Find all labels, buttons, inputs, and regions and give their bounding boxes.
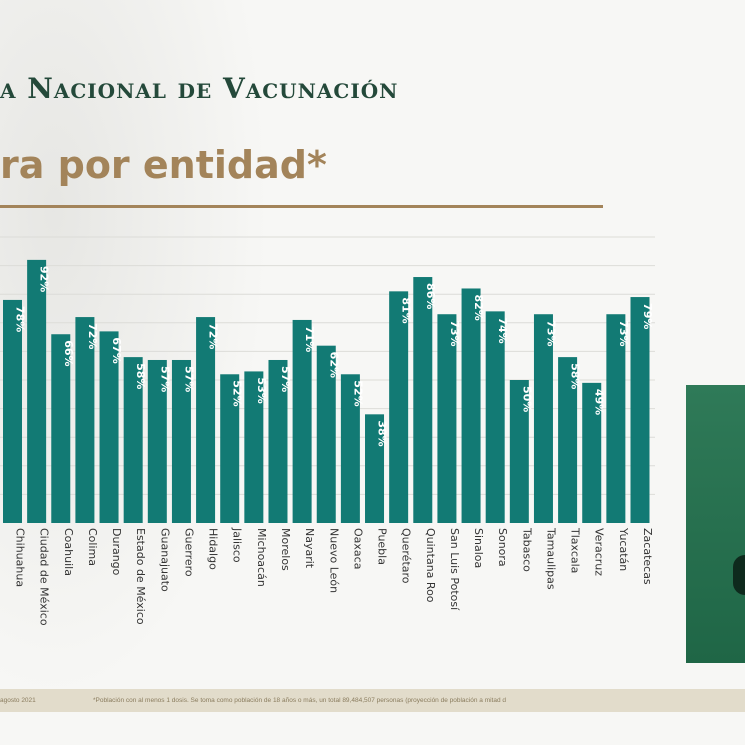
bar (316, 345, 336, 523)
data-label: 67% (110, 337, 123, 363)
bar (268, 359, 288, 523)
data-label: 53% (255, 377, 268, 403)
bar (171, 359, 191, 523)
bar (75, 317, 95, 523)
data-label: 73% (448, 320, 461, 346)
data-label: 82% (472, 294, 485, 320)
category-label: Chihuahua (14, 528, 27, 587)
bar (123, 357, 143, 523)
page-header: a Nacional de Vacunación (0, 72, 399, 105)
category-label: Nayarit (303, 528, 316, 569)
category-label: Puebla (376, 528, 389, 565)
category-label: Morelos (279, 528, 292, 571)
data-label: 72% (86, 323, 99, 349)
data-label: 57% (182, 366, 195, 392)
category-label: Sonora (496, 528, 509, 567)
bar (244, 371, 264, 523)
bar (365, 414, 385, 523)
bar (3, 299, 22, 523)
footer-date: agosto 2021 (0, 697, 36, 704)
bar (437, 314, 457, 523)
data-label: 86% (424, 283, 437, 309)
bar (147, 359, 167, 523)
category-label: Tamaulipas (544, 527, 557, 590)
bar (389, 291, 409, 523)
data-label: 58% (569, 363, 582, 389)
category-label: Coahuila (62, 528, 75, 576)
bar (292, 319, 312, 523)
data-label: 78% (14, 306, 27, 332)
bar (485, 311, 505, 523)
data-label: 79% (641, 303, 654, 329)
bar (196, 317, 216, 523)
data-label: 49% (593, 389, 606, 415)
bar (99, 331, 119, 523)
data-label: 72% (207, 323, 220, 349)
category-label: Colima (86, 528, 99, 566)
category-label: Guanajuato (158, 528, 171, 592)
data-label: 81% (400, 297, 413, 323)
page-subtitle: ra por entidad* (0, 143, 327, 187)
bar (630, 297, 650, 523)
category-label: Yucatán (617, 527, 630, 571)
data-label: 57% (158, 366, 171, 392)
bar (558, 357, 578, 523)
bar (27, 259, 47, 523)
data-label: 92% (38, 266, 51, 292)
category-label: Guerrero (182, 528, 195, 577)
category-label: Ciudad de México (38, 528, 51, 626)
category-label: Quintana Roo (424, 528, 437, 603)
category-label: Veracruz (593, 528, 606, 576)
bar (533, 314, 553, 523)
footer-note: *Población con al menos 1 dosis. Se toma… (93, 697, 507, 704)
category-label: Estado de México (134, 528, 147, 625)
data-label: 66% (62, 340, 75, 366)
video-overlay (686, 385, 745, 663)
category-label: Zacatecas (641, 528, 654, 585)
bar (413, 277, 433, 523)
category-label: Nuevo León (327, 528, 340, 593)
category-label: San Luis Potosí (448, 528, 461, 611)
footer-band: agosto 2021 *Población con al menos 1 do… (0, 689, 745, 712)
category-label: Michoacán (255, 528, 268, 587)
category-label: Tlaxcala (569, 527, 582, 573)
data-label: 52% (351, 380, 364, 406)
category-label: Tabasco (520, 527, 533, 572)
bar (51, 334, 71, 523)
bar-chart: 78% Chihuahua 92% Ciudad de México 66% Coahui… (0, 236, 655, 626)
speaker-silhouette (733, 555, 745, 595)
bar (582, 382, 602, 523)
data-label: 50% (520, 386, 533, 412)
bar (340, 374, 360, 523)
bar (220, 374, 240, 523)
data-label: 57% (279, 366, 292, 392)
data-label: 74% (496, 317, 509, 343)
category-label: Sinaloa (472, 528, 485, 568)
data-label: 73% (544, 320, 557, 346)
data-label: 73% (617, 320, 630, 346)
bar (509, 380, 529, 523)
data-label: 71% (303, 326, 316, 352)
category-label: Querétaro (400, 528, 413, 584)
category-label: Jalisco (231, 527, 244, 563)
category-label: Hidalgo (207, 528, 220, 570)
bar (461, 288, 481, 523)
title-divider (0, 205, 603, 208)
bar (606, 314, 626, 523)
data-label: 58% (134, 363, 147, 389)
data-label: 52% (231, 380, 244, 406)
category-label: Oaxaca (351, 528, 364, 569)
data-label: 62% (327, 352, 340, 378)
data-label: 38% (376, 420, 389, 446)
category-label: Durango (110, 528, 123, 576)
